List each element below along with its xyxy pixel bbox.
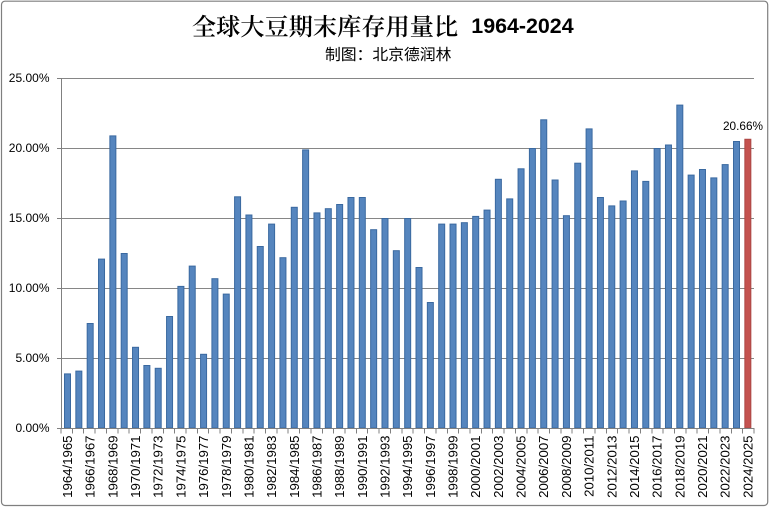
svg-text:2014/2015: 2014/2015 (627, 436, 642, 498)
svg-text:2016/2017: 2016/2017 (650, 436, 665, 498)
svg-text:1996/1997: 1996/1997 (423, 436, 438, 498)
svg-text:5.00%: 5.00% (15, 351, 49, 365)
svg-text:2002/2003: 2002/2003 (491, 436, 506, 498)
svg-text:1966/1967: 1966/1967 (83, 436, 98, 498)
svg-text:2018/2019: 2018/2019 (672, 436, 687, 498)
svg-text:1964-2024: 1964-2024 (471, 14, 573, 38)
svg-text:2010/2011: 2010/2011 (582, 436, 597, 497)
svg-text:1980/1981: 1980/1981 (241, 436, 256, 498)
svg-text:1982/1983: 1982/1983 (264, 436, 279, 498)
svg-text:2012/2013: 2012/2013 (604, 436, 619, 498)
svg-text:2000/2001: 2000/2001 (468, 436, 483, 498)
svg-text:1986/1987: 1986/1987 (309, 436, 324, 498)
svg-text:1978/1979: 1978/1979 (219, 436, 234, 498)
svg-text:2022/2023: 2022/2023 (718, 436, 733, 498)
svg-text:20.66%: 20.66% (723, 119, 764, 133)
svg-text:1984/1985: 1984/1985 (287, 436, 302, 498)
svg-text:2020/2021: 2020/2021 (695, 436, 710, 498)
svg-text:1994/1995: 1994/1995 (400, 436, 415, 498)
svg-text:2008/2009: 2008/2009 (559, 436, 574, 498)
svg-text:25.00%: 25.00% (9, 71, 50, 85)
svg-text:1974/1975: 1974/1975 (173, 436, 188, 498)
svg-text:15.00%: 15.00% (9, 211, 50, 225)
svg-text:2006/2007: 2006/2007 (536, 436, 551, 498)
svg-text:0.00%: 0.00% (15, 421, 49, 435)
svg-text:1990/1991: 1990/1991 (355, 436, 370, 498)
svg-text:1972/1973: 1972/1973 (151, 436, 166, 498)
svg-text:10.00%: 10.00% (9, 281, 50, 295)
svg-text:20.00%: 20.00% (9, 141, 50, 155)
svg-text:1992/1993: 1992/1993 (377, 436, 392, 498)
svg-text:1970/1971: 1970/1971 (128, 436, 143, 498)
svg-text:1968/1969: 1968/1969 (105, 436, 120, 498)
svg-text:1998/1999: 1998/1999 (446, 436, 461, 498)
svg-text:1976/1977: 1976/1977 (196, 436, 211, 498)
svg-text:1964/1965: 1964/1965 (60, 436, 75, 498)
svg-text:2024/2025: 2024/2025 (740, 436, 755, 498)
svg-text:2004/2005: 2004/2005 (514, 436, 529, 498)
svg-text:1988/1989: 1988/1989 (332, 436, 347, 498)
